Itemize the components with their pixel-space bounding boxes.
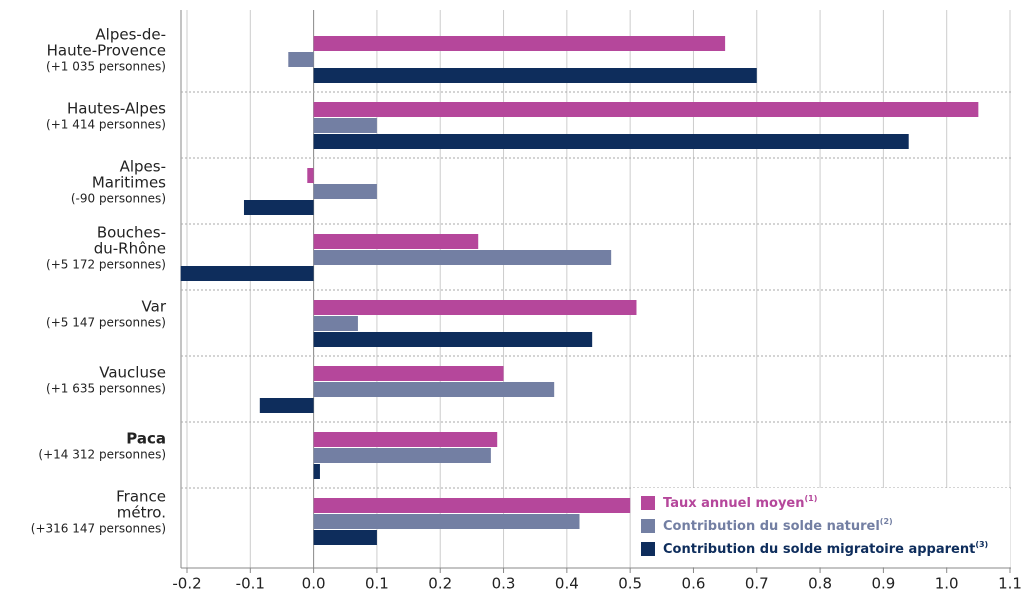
x-tick-label: 0.2 (428, 575, 452, 593)
x-tick-label: -0.2 (172, 575, 201, 593)
bar (313, 448, 491, 463)
category-label: Vaucluse (99, 364, 166, 382)
category-label: métro. (117, 504, 166, 522)
category-label: Maritimes (92, 174, 166, 192)
bar (313, 498, 631, 513)
category-note: (+1 635 personnes) (46, 382, 166, 396)
legend-swatch (641, 496, 655, 510)
bar (313, 68, 757, 83)
x-tick-label: 0.3 (492, 575, 516, 593)
legend-note: (1) (805, 494, 818, 503)
x-tick-label: 0.0 (302, 575, 326, 593)
legend-label: Contribution du solde migratoire apparen… (663, 540, 988, 557)
bar (313, 514, 580, 529)
legend-name: Contribution du solde migratoire apparen… (663, 542, 975, 557)
legend-swatch (641, 542, 655, 556)
category-label: Bouches- (97, 224, 166, 242)
bar (313, 118, 377, 133)
category-label: France (116, 488, 166, 506)
x-tick-label: 0.6 (682, 575, 706, 593)
category-note: (+5 172 personnes) (46, 258, 166, 272)
category-note: (+1 414 personnes) (46, 118, 166, 132)
bar (259, 398, 314, 413)
category-label: du-Rhône (94, 240, 166, 258)
bar (288, 52, 314, 67)
x-tick-label: 0.9 (871, 575, 895, 593)
category-note: (+316 147 personnes) (31, 522, 166, 536)
bar (313, 464, 320, 479)
bar (313, 102, 979, 117)
category-label: Haute-Provence (47, 42, 166, 60)
bar (313, 316, 358, 331)
x-tick-label: 1.1 (998, 575, 1022, 593)
legend-note: (2) (880, 517, 893, 526)
legend-note: (3) (975, 540, 988, 549)
category-label: Var (142, 298, 167, 316)
x-tick-label: 1.0 (935, 575, 959, 593)
category-note: (-90 personnes) (71, 192, 166, 206)
bar (313, 184, 377, 199)
category-note: (+1 035 personnes) (46, 60, 166, 74)
bar (313, 250, 612, 265)
category-label: Hautes-Alpes (67, 100, 166, 118)
bar (313, 432, 498, 447)
bar (313, 134, 909, 149)
legend-label: Contribution du solde naturel(2) (663, 517, 893, 534)
legend-name: Contribution du solde naturel (663, 519, 880, 534)
x-tick-label: 0.8 (808, 575, 832, 593)
category-label: Paca (126, 430, 166, 448)
x-tick-label: -0.1 (236, 575, 265, 593)
bar (313, 332, 593, 347)
legend-name: Taux annuel moyen (663, 496, 805, 511)
category-label: Alpes- (120, 158, 166, 176)
bar (313, 234, 479, 249)
bar (307, 168, 314, 183)
x-tick-label: 0.5 (618, 575, 642, 593)
x-tick-label: 0.7 (745, 575, 769, 593)
category-note: (+5 147 personnes) (46, 316, 166, 330)
bar (313, 530, 377, 545)
legend-box (632, 488, 1010, 567)
x-tick-label: 0.4 (555, 575, 579, 593)
category-label: Alpes-de- (95, 26, 166, 44)
category-note: (+14 312 personnes) (38, 448, 166, 462)
x-tick-label: 0.1 (365, 575, 389, 593)
legend-label: Taux annuel moyen(1) (663, 494, 817, 511)
bar (180, 266, 314, 281)
bar (313, 382, 555, 397)
bar (243, 200, 314, 215)
bar (313, 300, 637, 315)
bar (313, 36, 726, 51)
legend-swatch (641, 519, 655, 533)
bar (313, 366, 504, 381)
